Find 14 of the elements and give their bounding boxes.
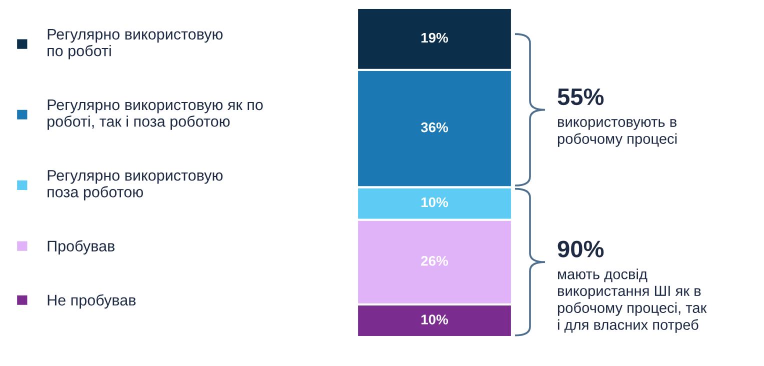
data-label: 10% — [421, 314, 448, 324]
text: 90% — [558, 240, 604, 258]
legend-label: Не пробував — [48, 294, 136, 309]
data-label: 19% — [421, 32, 448, 43]
legend-label: Регулярно використовую як по роботі, так і поза роботою — [48, 100, 263, 130]
text: 55% — [558, 88, 604, 106]
legend-label: Пробував — [48, 240, 115, 255]
data-label: 36% — [420, 122, 448, 132]
data-label: 10% — [421, 197, 448, 208]
text: мають досвід використання ШІ як в робочому процесі, так і для власних потреб — [558, 268, 707, 333]
data-label: 26% — [421, 256, 448, 266]
legend-label: Регулярно використовую поза роботою — [48, 170, 223, 200]
legend-label: Регулярно використовую по роботі — [48, 28, 223, 60]
text: використовують в робочому процесі — [558, 119, 677, 147]
